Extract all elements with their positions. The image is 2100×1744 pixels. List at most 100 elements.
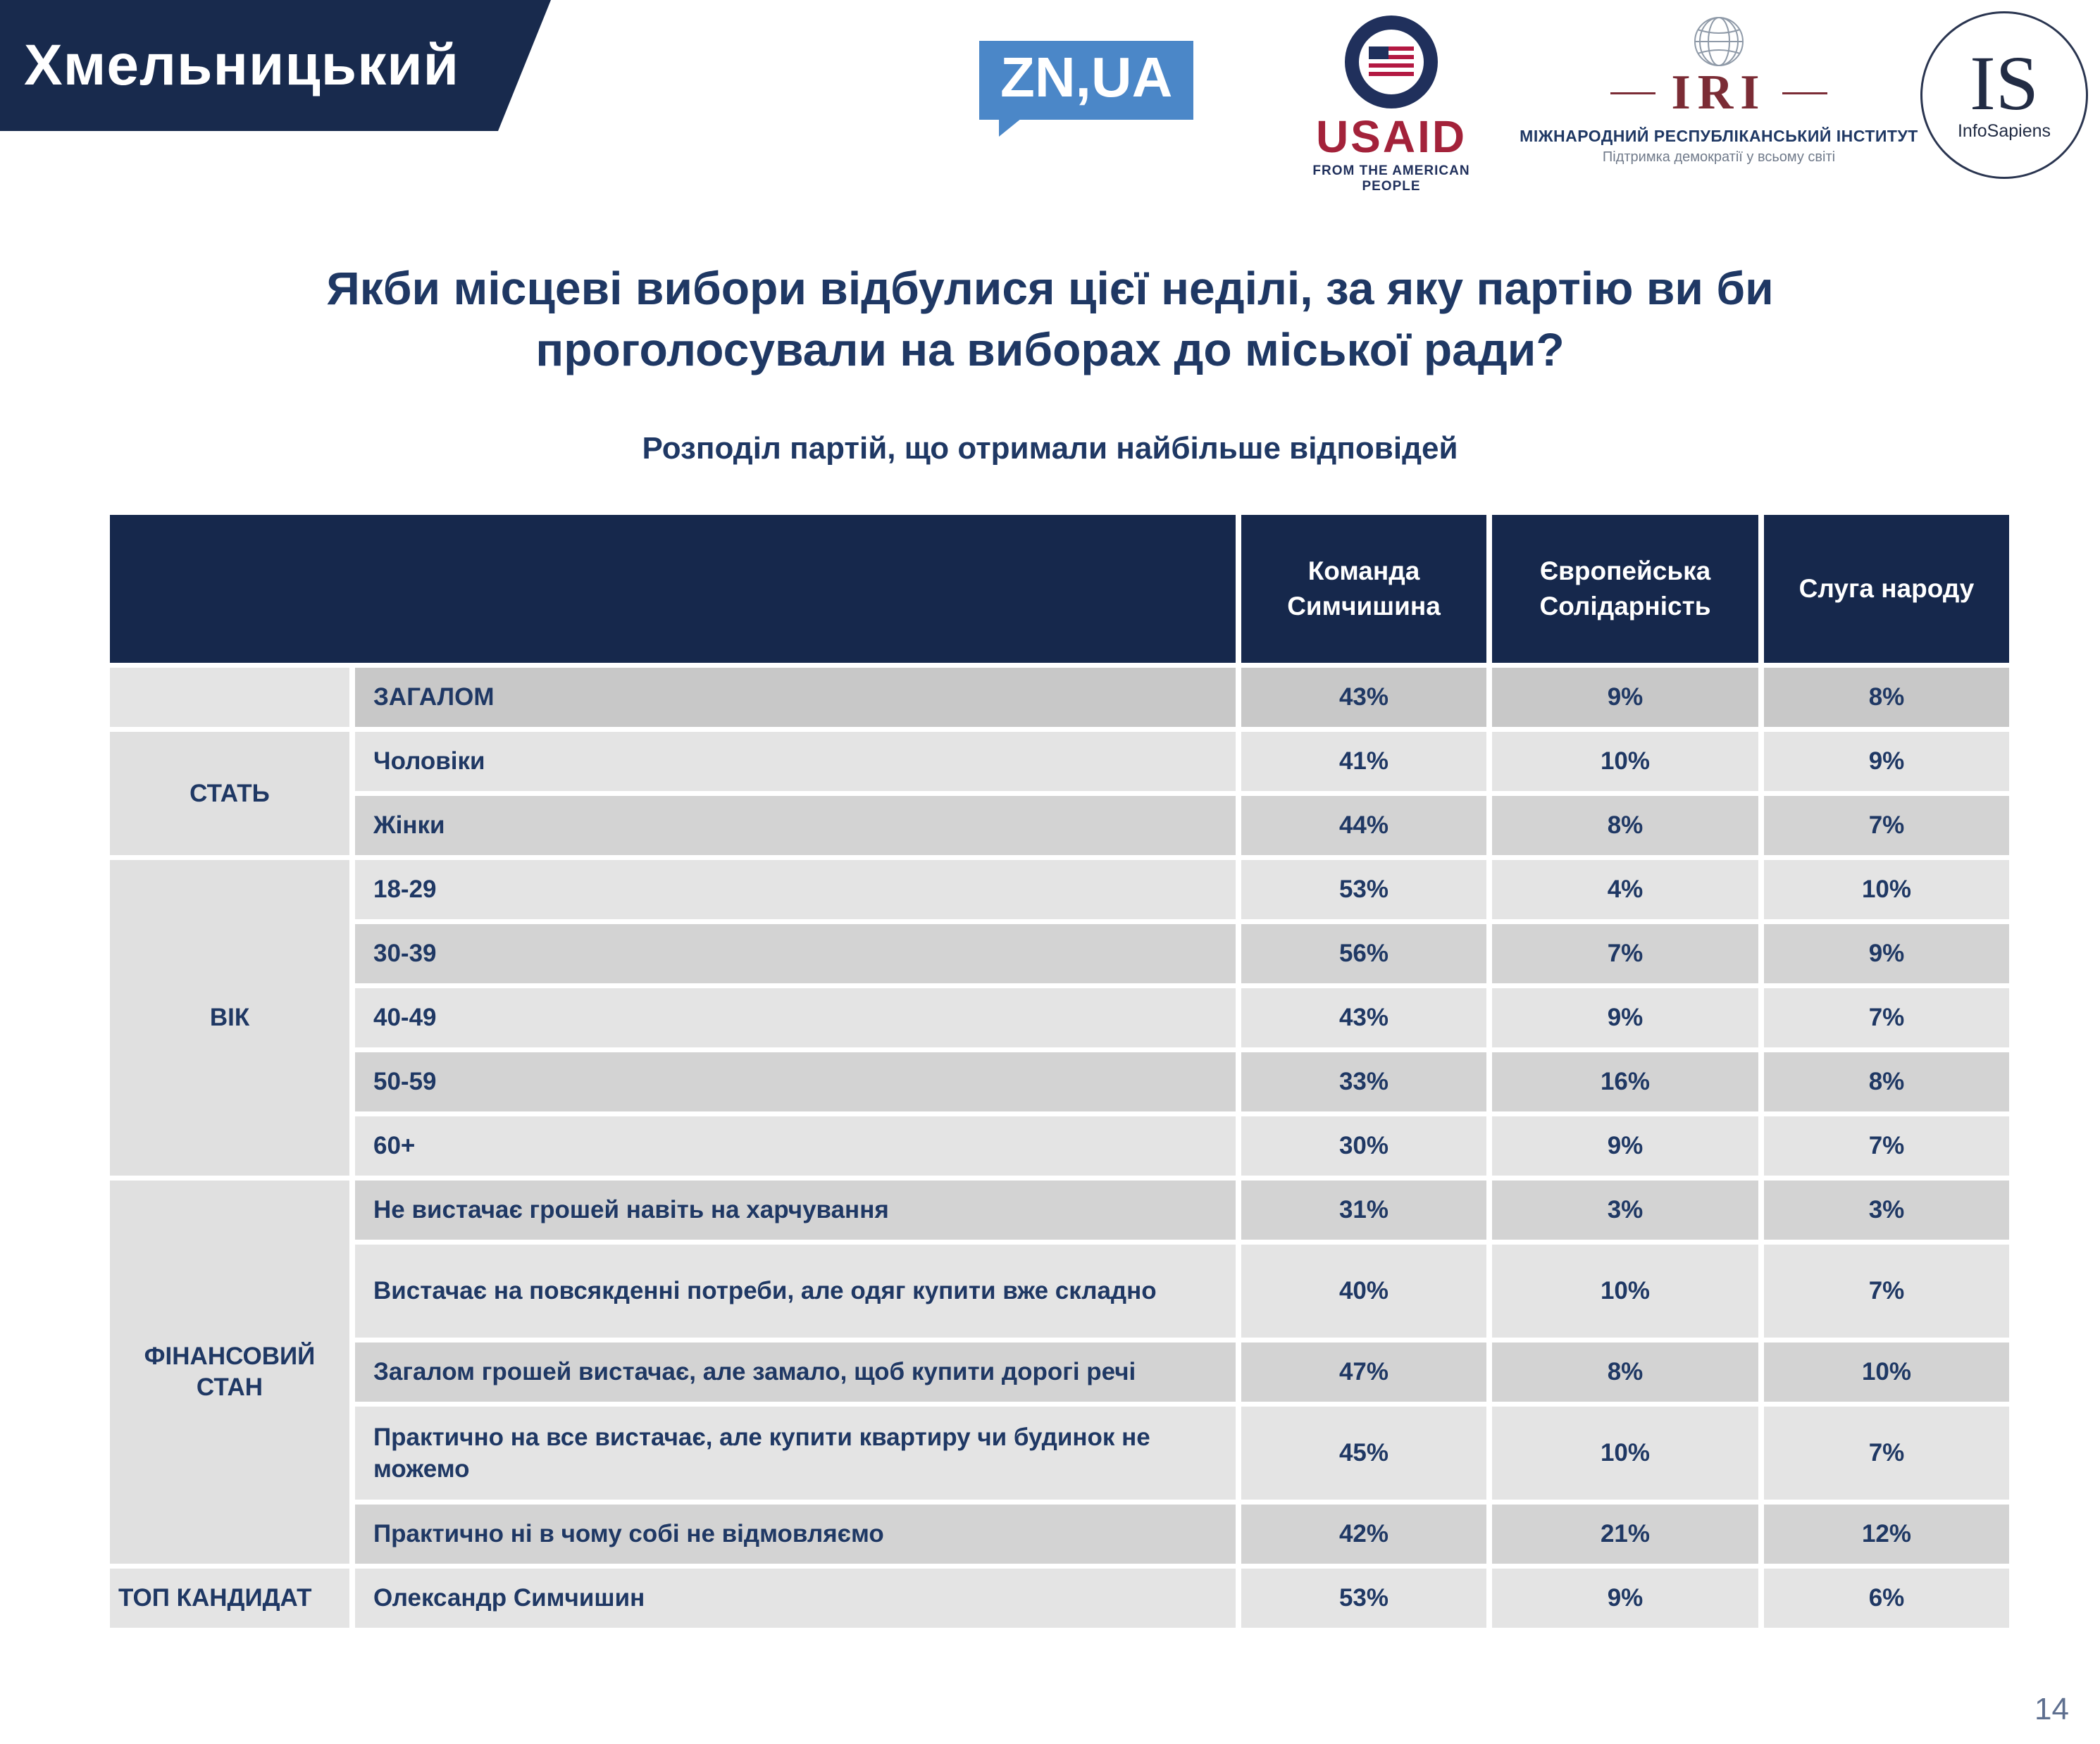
value-cell: 43% (1241, 988, 1486, 1047)
column-header-party-1: Команда Симчишина (1241, 515, 1486, 663)
usaid-logo: USAID FROM THE AMERICAN PEOPLE (1282, 15, 1501, 194)
page-number: 14 (2034, 1692, 2069, 1726)
row-label: 30-39 (355, 924, 1236, 983)
value-cell: 7% (1764, 1407, 2009, 1500)
value-cell: 41% (1241, 732, 1486, 791)
city-name: Хмельницький (24, 33, 460, 97)
value-cell: 4% (1492, 860, 1758, 919)
value-cell: 30% (1241, 1116, 1486, 1176)
value-cell: 33% (1241, 1052, 1486, 1111)
value-cell: 10% (1492, 732, 1758, 791)
value-cell: 43% (1241, 668, 1486, 727)
value-cell: 31% (1241, 1181, 1486, 1240)
row-label: Чоловіки (355, 732, 1236, 791)
group-cell-age: ВІК (110, 860, 349, 1176)
page-subtitle: Розподіл партій, що отримали найбільше в… (642, 431, 1458, 466)
row-label: Загалом грошей вистачає, але замало, щоб… (355, 1343, 1236, 1402)
usaid-wordmark: USAID (1315, 111, 1467, 162)
value-cell: 3% (1492, 1181, 1758, 1240)
header-empty-cell (110, 515, 1236, 663)
row-label: Олександр Симчишин (355, 1569, 1236, 1628)
value-cell: 21% (1492, 1505, 1758, 1564)
table-row: Практично ні в чому собі не відмовляємо … (110, 1505, 2009, 1564)
table-row: 50-59 33% 16% 8% (110, 1052, 2009, 1111)
value-cell: 47% (1241, 1343, 1486, 1402)
table-row: 40-49 43% 9% 7% (110, 988, 2009, 1047)
group-cell-financial: ФІНАНСОВИЙ СТАН (110, 1181, 349, 1564)
iri-logo: IRI МІЖНАРОДНИЙ РЕСПУБЛІКАНСЬКИЙ ІНСТИТУ… (1515, 14, 1923, 166)
page-title: Якби місцеві вибори відбулися цієї неділ… (326, 262, 1774, 376)
row-label: 40-49 (355, 988, 1236, 1047)
table-row: 30-39 56% 7% 9% (110, 924, 2009, 983)
value-cell: 16% (1492, 1052, 1758, 1111)
iri-institute-name: МІЖНАРОДНИЙ РЕСПУБЛІКАНСЬКИЙ ІНСТИТУТ (1520, 127, 1918, 145)
iri-wordmark: IRI (1515, 65, 1923, 121)
usaid-seal-icon (1345, 15, 1438, 108)
globe-icon (1694, 17, 1744, 66)
table-row: ФІНАНСОВИЙ СТАН Не вистачає грошей навіт… (110, 1181, 2009, 1564)
table-row: Практично на все вистачає, але купити кв… (110, 1407, 2009, 1500)
value-cell: 53% (1241, 1569, 1486, 1628)
value-cell: 7% (1764, 1245, 2009, 1338)
value-cell: 6% (1764, 1569, 2009, 1628)
value-cell: 3% (1764, 1181, 2009, 1240)
row-label: Не вистачає грошей навіть на харчування (355, 1181, 1236, 1240)
column-header-party-3: Слуга народу (1764, 515, 2009, 663)
value-cell: 8% (1492, 1343, 1758, 1402)
value-cell: 9% (1764, 924, 2009, 983)
infosapiens-name: InfoSapiens (1957, 121, 2051, 141)
value-cell: 7% (1764, 988, 2009, 1047)
znua-wordmark: ZN,UA (1000, 46, 1173, 108)
row-label: 50-59 (355, 1052, 1236, 1111)
us-flag-icon (1369, 46, 1414, 77)
row-label: ЗАГАЛОМ (355, 668, 1236, 727)
table-row: Загалом грошей вистачає, але замало, щоб… (110, 1343, 2009, 1402)
value-cell: 9% (1492, 988, 1758, 1047)
value-cell: 8% (1764, 668, 2009, 727)
row-label: Практично ні в чому собі не відмовляємо (355, 1505, 1236, 1564)
table-header-row: Команда Симчишина Європейська Солідарніс… (110, 515, 2009, 663)
value-cell: 9% (1492, 668, 1758, 727)
table-row: Жінки 44% 8% 7% (110, 796, 2009, 855)
value-cell: 10% (1764, 860, 2009, 919)
value-cell: 10% (1492, 1407, 1758, 1500)
group-cell-top-candidate: ТОП КАНДИДАТ (110, 1569, 349, 1628)
row-label: 60+ (355, 1116, 1236, 1176)
row-label: Вистачає на повсякденні потреби, але одя… (355, 1245, 1236, 1338)
value-cell: 7% (1764, 796, 2009, 855)
infosapiens-abbr: IS (1970, 40, 2039, 126)
value-cell: 45% (1241, 1407, 1486, 1500)
table-row-top-candidate: ТОП КАНДИДАТ Олександр Симчишин 53% 9% 6… (110, 1569, 2009, 1628)
row-label: Жінки (355, 796, 1236, 855)
value-cell: 9% (1492, 1116, 1758, 1176)
group-cell (110, 668, 349, 727)
results-table: Команда Симчишина Європейська Солідарніс… (104, 510, 2015, 1633)
row-label: Практично на все вистачає, але купити кв… (355, 1407, 1236, 1500)
value-cell: 9% (1492, 1569, 1758, 1628)
infosapiens-logo: IS InfoSapiens (1920, 11, 2088, 179)
city-banner: Хмельницький (0, 0, 551, 131)
value-cell: 7% (1764, 1116, 2009, 1176)
value-cell: 53% (1241, 860, 1486, 919)
value-cell: 10% (1764, 1343, 2009, 1402)
table-row: Вистачає на повсякденні потреби, але одя… (110, 1245, 2009, 1338)
value-cell: 56% (1241, 924, 1486, 983)
value-cell: 8% (1492, 796, 1758, 855)
usaid-tagline: FROM THE AMERICAN PEOPLE (1312, 163, 1470, 194)
row-label: 18-29 (355, 860, 1236, 919)
iri-tagline: Підтримка демократії у всьому світі (1602, 149, 1836, 165)
value-cell: 9% (1764, 732, 2009, 791)
znua-logo: ZN,UA (979, 41, 1194, 137)
table-row: 60+ 30% 9% 7% (110, 1116, 2009, 1176)
table-row: ВІК 18-29 53% 4% 10% (110, 860, 2009, 1176)
value-cell: 44% (1241, 796, 1486, 855)
value-cell: 8% (1764, 1052, 2009, 1111)
value-cell: 7% (1492, 924, 1758, 983)
value-cell: 10% (1492, 1245, 1758, 1338)
value-cell: 42% (1241, 1505, 1486, 1564)
group-cell-gender: СТАТЬ (110, 732, 349, 855)
value-cell: 12% (1764, 1505, 2009, 1564)
column-header-party-2: Європейська Солідарність (1492, 515, 1758, 663)
table-row: СТАТЬ Чоловіки 41% 10% 9% (110, 732, 2009, 855)
